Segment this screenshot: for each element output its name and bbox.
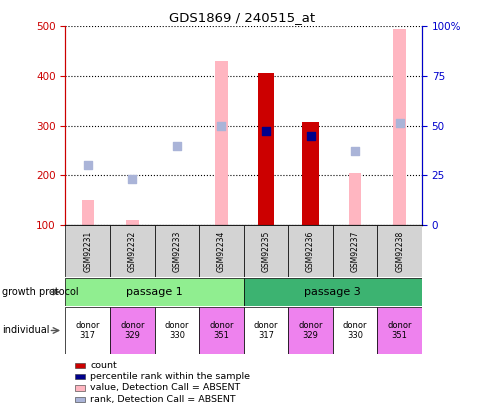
Text: GSM92233: GSM92233: [172, 230, 181, 272]
Bar: [348, 173, 361, 225]
Bar: [110, 307, 154, 354]
Text: growth protocol: growth protocol: [2, 287, 79, 297]
Text: count: count: [90, 361, 117, 370]
Text: GSM92234: GSM92234: [216, 230, 226, 272]
Point: [173, 143, 181, 149]
Text: individual: individual: [2, 326, 50, 335]
Text: GDS1869 / 240515_at: GDS1869 / 240515_at: [169, 11, 315, 24]
Point: [306, 133, 314, 140]
Bar: [65, 225, 110, 277]
Text: GSM92236: GSM92236: [305, 230, 315, 272]
Bar: [65, 307, 110, 354]
Bar: [243, 278, 421, 306]
Text: donor
329: donor 329: [120, 321, 144, 340]
Bar: [302, 122, 318, 225]
Text: GSM92235: GSM92235: [261, 230, 270, 272]
Text: donor
317: donor 317: [76, 321, 100, 340]
Bar: [377, 307, 421, 354]
Bar: [243, 225, 287, 277]
Point: [261, 127, 269, 134]
Bar: [199, 307, 243, 354]
Bar: [215, 61, 227, 225]
Point: [128, 175, 136, 182]
Text: value, Detection Call = ABSENT: value, Detection Call = ABSENT: [90, 384, 240, 392]
Text: GSM92237: GSM92237: [350, 230, 359, 272]
Bar: [377, 225, 421, 277]
Text: donor
330: donor 330: [342, 321, 366, 340]
Bar: [65, 278, 243, 306]
Bar: [332, 225, 377, 277]
Bar: [287, 225, 332, 277]
Bar: [126, 220, 138, 225]
Bar: [110, 225, 154, 277]
Text: donor
329: donor 329: [298, 321, 322, 340]
Bar: [75, 363, 84, 368]
Point: [395, 120, 403, 126]
Bar: [393, 29, 405, 225]
Bar: [199, 225, 243, 277]
Bar: [332, 307, 377, 354]
Text: donor
317: donor 317: [253, 321, 278, 340]
Text: passage 3: passage 3: [304, 287, 361, 297]
Text: GSM92238: GSM92238: [394, 230, 403, 272]
Bar: [75, 397, 84, 402]
Point: [217, 122, 225, 129]
Text: donor
351: donor 351: [209, 321, 233, 340]
Text: percentile rank within the sample: percentile rank within the sample: [90, 372, 250, 381]
Bar: [287, 307, 332, 354]
Text: donor
330: donor 330: [164, 321, 189, 340]
Bar: [81, 200, 94, 225]
Text: rank, Detection Call = ABSENT: rank, Detection Call = ABSENT: [90, 395, 236, 404]
Bar: [154, 225, 199, 277]
Bar: [75, 386, 84, 390]
Text: GSM92231: GSM92231: [83, 230, 92, 272]
Bar: [75, 374, 84, 379]
Point: [84, 162, 91, 168]
Bar: [243, 307, 287, 354]
Text: GSM92232: GSM92232: [128, 230, 136, 272]
Bar: [154, 307, 199, 354]
Point: [350, 148, 358, 155]
Text: passage 1: passage 1: [126, 287, 182, 297]
Text: donor
351: donor 351: [387, 321, 411, 340]
Bar: [257, 73, 274, 225]
